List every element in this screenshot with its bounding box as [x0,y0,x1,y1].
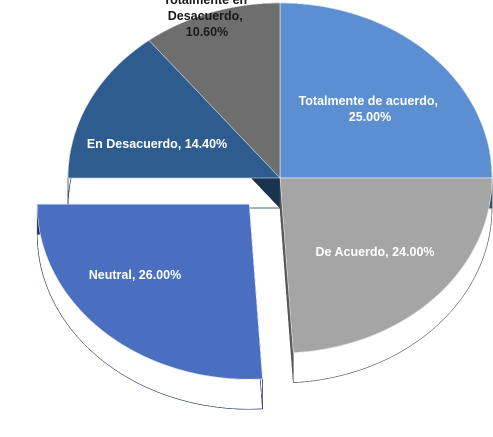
data-label-line: Totalmente en [163,0,250,7]
data-label: En Desacuerdo, 14.40% [87,137,227,151]
slice [67,40,281,179]
data-label: Totalmente de acuerdo, 25.00% [299,94,442,124]
data-label-line: Desacuerdo, [168,9,247,23]
data-label: Neutral, 26.00% [89,268,181,282]
data-label-line: 10.60% [186,25,228,39]
data-label-line: 25.00% [349,110,391,124]
data-label: De Acuerdo, 24.00% [315,245,434,259]
data-label-line: En Desacuerdo, 14.40% [87,137,227,151]
data-label: Totalmente en Desacuerdo, 10.60% [163,0,250,39]
slice [279,2,493,179]
slice [148,2,281,179]
data-label-line: De Acuerdo, 24.00% [315,245,434,259]
slice [36,203,263,380]
slice [279,177,493,353]
data-label-line: Totalmente de acuerdo, [299,94,442,108]
data-label-line: Neutral, 26.00% [89,268,181,282]
